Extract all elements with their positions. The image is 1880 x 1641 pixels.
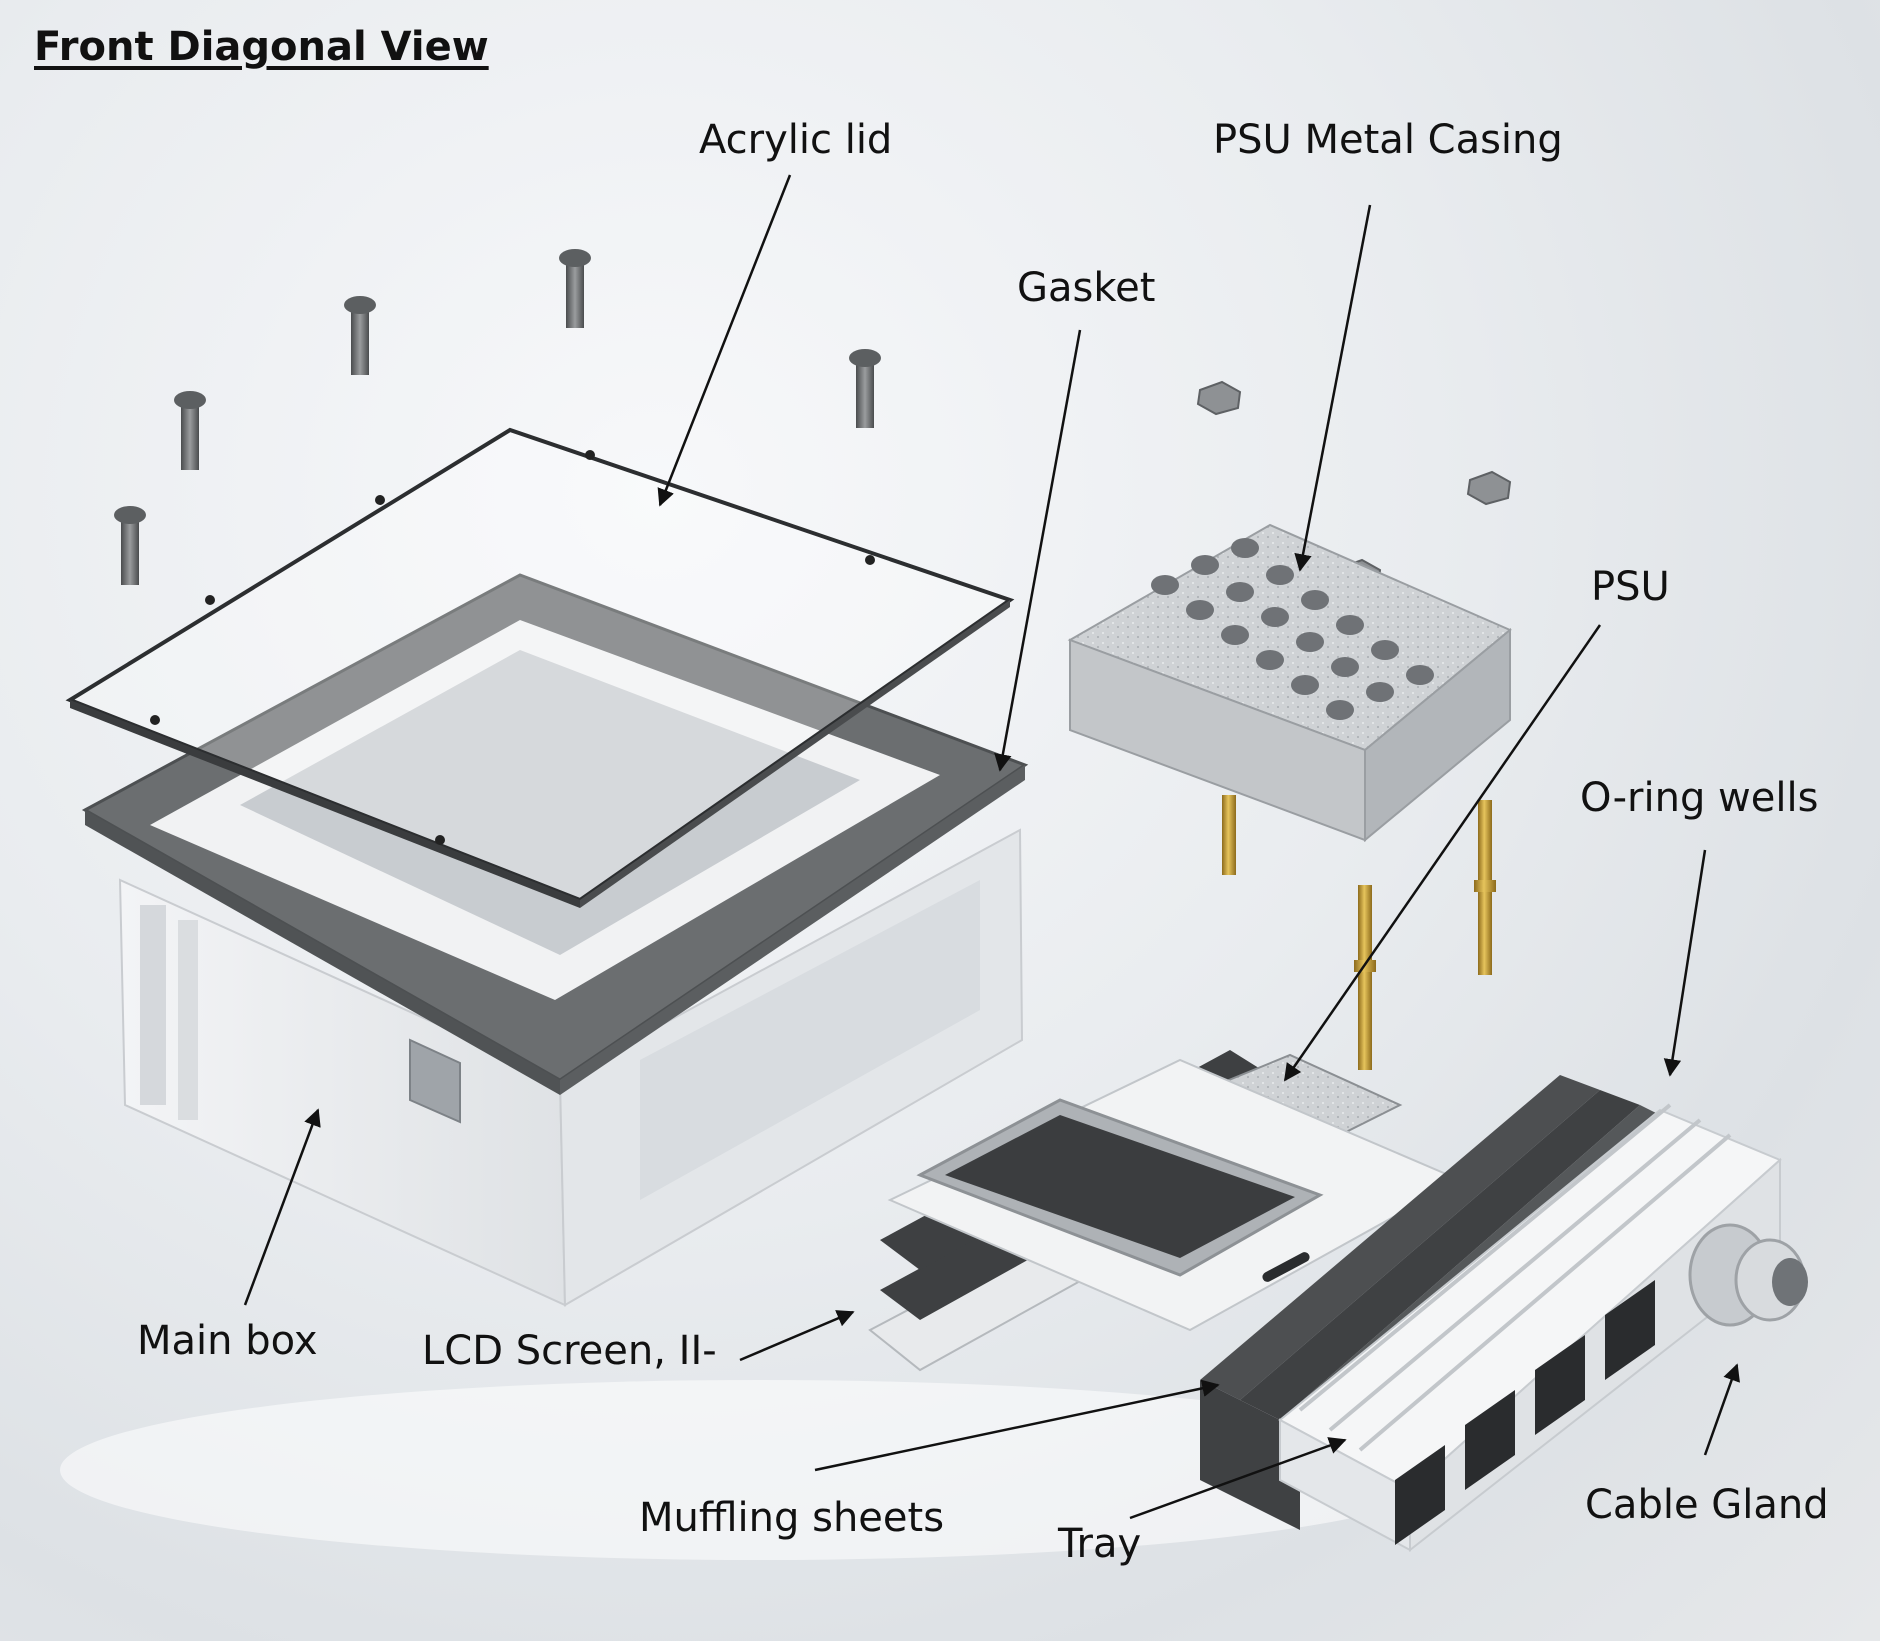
brass-standoffs	[1222, 795, 1496, 1070]
acrylic-lid-shape	[65, 427, 1015, 908]
arrow-muffling-sheets	[814, 1379, 1220, 1472]
label-cable-gland: Cable Gland	[1585, 1482, 1829, 1528]
arrow-main-box	[243, 1108, 321, 1306]
floor-shadow	[60, 1380, 1460, 1560]
diagram-title: Front Diagonal View	[34, 24, 489, 70]
psu-metal-casing-shape	[1067, 523, 1512, 843]
label-acrylic-lid: Acrylic lid	[699, 117, 893, 163]
label-psu: PSU	[1591, 564, 1670, 610]
label-gasket: Gasket	[1017, 265, 1156, 311]
arrow-cable-gland	[1703, 1363, 1740, 1456]
label-lcd-screen: LCD Screen, II-	[422, 1328, 717, 1374]
arrow-psu-metal-casing	[1294, 204, 1372, 572]
arrow-psu	[1283, 624, 1602, 1082]
arrow-tray	[1129, 1437, 1347, 1520]
label-o-ring-wells: O-ring wells	[1580, 775, 1819, 821]
arrow-gasket	[994, 329, 1082, 772]
arrow-o-ring-wells	[1663, 849, 1707, 1077]
label-psu-metal-casing: PSU Metal Casing	[1213, 117, 1563, 163]
arrow-lcd-screen	[739, 1310, 855, 1362]
arrow-acrylic-lid	[657, 174, 792, 507]
tray-assembly	[868, 1050, 1808, 1553]
gasket-shape	[81, 573, 1029, 1095]
label-muffling-sheets: Muffling sheets	[639, 1495, 945, 1541]
label-main-box: Main box	[137, 1318, 318, 1364]
callout-arrows	[243, 174, 1740, 1520]
main-box	[118, 828, 1024, 1307]
label-tray: Tray	[1058, 1521, 1142, 1567]
